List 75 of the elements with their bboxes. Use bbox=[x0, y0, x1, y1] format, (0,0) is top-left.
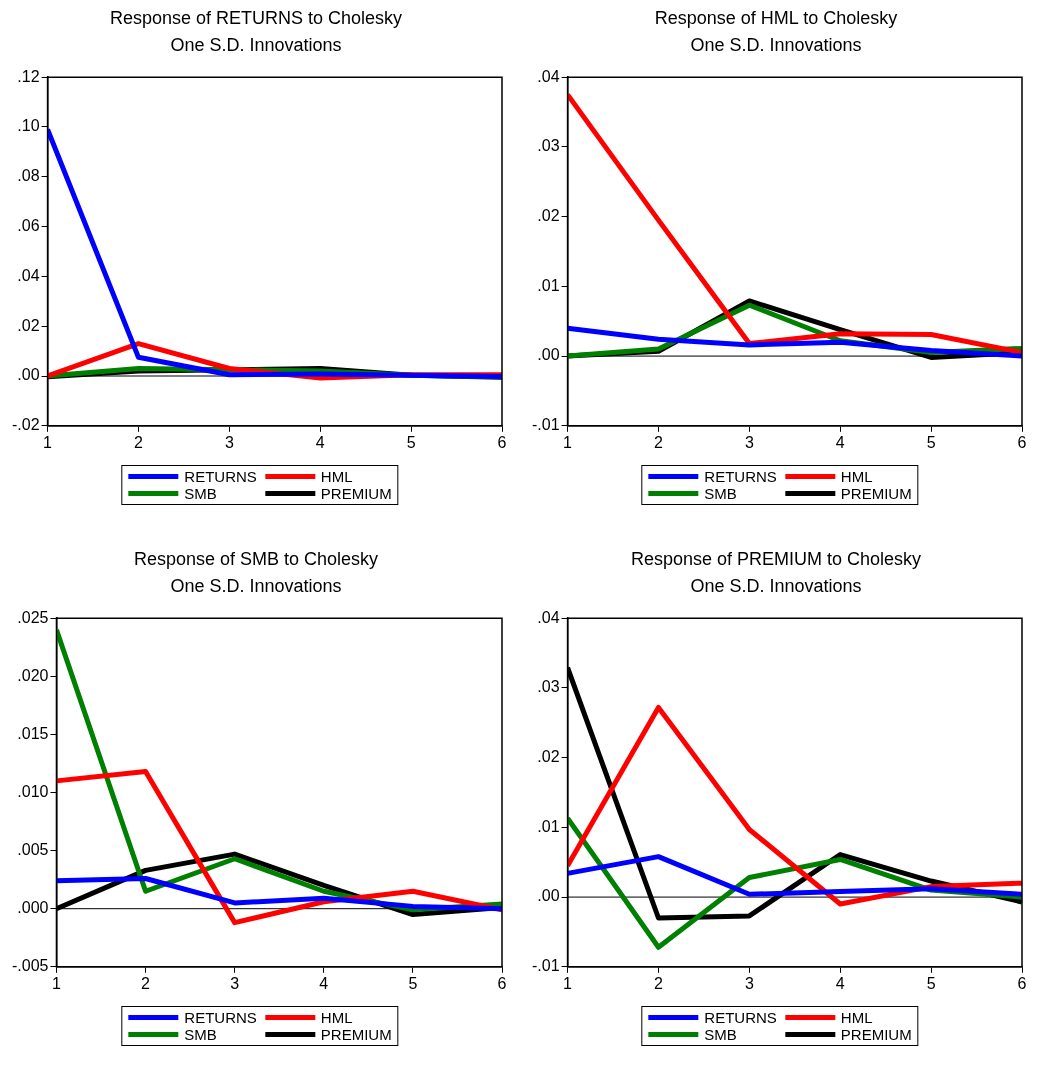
x-tick-label: 5 bbox=[406, 433, 416, 451]
x-tick-label: 2 bbox=[134, 433, 143, 451]
x-tick-label: 3 bbox=[744, 974, 754, 992]
legend-label: RETURNS bbox=[704, 468, 777, 485]
legend-label: PREMIUM bbox=[840, 485, 912, 502]
y-tick-label: .015 bbox=[17, 724, 49, 742]
x-tick-label: 3 bbox=[230, 974, 240, 992]
y-tick-label: .01 bbox=[537, 817, 560, 835]
y-tick-label: .12 bbox=[17, 67, 40, 85]
x-tick-label: 1 bbox=[563, 433, 573, 451]
x-tick-label: 1 bbox=[43, 433, 53, 451]
x-tick-label: 6 bbox=[1017, 974, 1027, 992]
y-tick-label: .04 bbox=[17, 266, 40, 284]
y-tick-label: .010 bbox=[17, 782, 49, 800]
chart-subtitle: One S.D. Innovations bbox=[170, 35, 342, 56]
x-tick-label: 4 bbox=[315, 433, 325, 451]
legend-label: RETURNS bbox=[184, 1009, 257, 1026]
chart-subtitle: One S.D. Innovations bbox=[690, 576, 862, 597]
y-tick-label: .01 bbox=[537, 276, 560, 294]
legend-label: SMB bbox=[184, 485, 217, 502]
y-tick-label: .06 bbox=[17, 217, 40, 235]
chart-title: Response of PREMIUM to Cholesky bbox=[630, 548, 922, 569]
x-tick-label: 3 bbox=[744, 433, 754, 451]
chart-title: Response of RETURNS to Cholesky bbox=[109, 7, 403, 28]
x-tick-label: 2 bbox=[654, 433, 663, 451]
y-tick-label: .10 bbox=[17, 117, 40, 135]
legend-label: PREMIUM bbox=[320, 485, 392, 502]
y-tick-label: -.005 bbox=[12, 957, 49, 975]
y-tick-label: .020 bbox=[17, 666, 49, 684]
legend-label: SMB bbox=[704, 1026, 737, 1043]
y-tick-label: .02 bbox=[537, 748, 560, 766]
y-tick-label: .04 bbox=[537, 67, 560, 85]
y-tick-label: -.01 bbox=[531, 416, 560, 434]
x-tick-label: 2 bbox=[654, 974, 663, 992]
x-tick-label: 4 bbox=[835, 433, 845, 451]
y-tick-label: -.02 bbox=[11, 416, 40, 434]
x-tick-label: 6 bbox=[1017, 433, 1027, 451]
y-tick-label: .000 bbox=[17, 899, 49, 917]
x-tick-label: 1 bbox=[563, 974, 573, 992]
x-tick-label: 5 bbox=[408, 974, 418, 992]
chart-subtitle: One S.D. Innovations bbox=[690, 35, 862, 56]
y-tick-label: .02 bbox=[537, 207, 560, 225]
x-tick-label: 6 bbox=[497, 433, 507, 451]
y-tick-label: .08 bbox=[17, 167, 40, 185]
x-tick-label: 4 bbox=[319, 974, 329, 992]
legend-label: HML bbox=[320, 1009, 353, 1026]
y-tick-label: .00 bbox=[537, 887, 560, 905]
legend-label: HML bbox=[840, 1009, 873, 1026]
chart-title: Response of SMB to Cholesky bbox=[133, 548, 379, 569]
chart-subtitle: One S.D. Innovations bbox=[170, 576, 342, 597]
legend-label: PREMIUM bbox=[840, 1026, 912, 1043]
x-tick-label: 3 bbox=[224, 433, 234, 451]
y-tick-label: .02 bbox=[17, 316, 40, 334]
y-tick-label: .025 bbox=[17, 608, 49, 626]
legend-label: SMB bbox=[184, 1026, 217, 1043]
legend-label: SMB bbox=[704, 485, 737, 502]
y-tick-label: .005 bbox=[17, 841, 49, 859]
x-tick-label: 1 bbox=[52, 974, 62, 992]
x-tick-label: 5 bbox=[926, 974, 936, 992]
x-tick-label: 6 bbox=[497, 974, 507, 992]
y-tick-label: .03 bbox=[537, 137, 560, 155]
legend-label: RETURNS bbox=[704, 1009, 777, 1026]
legend-label: PREMIUM bbox=[320, 1026, 392, 1043]
y-tick-label: .04 bbox=[537, 608, 560, 626]
legend-label: HML bbox=[320, 468, 353, 485]
x-tick-label: 4 bbox=[835, 974, 845, 992]
x-tick-label: 5 bbox=[926, 433, 936, 451]
chart-title: Response of HML to Cholesky bbox=[654, 7, 898, 28]
legend-label: HML bbox=[840, 468, 873, 485]
legend-label: RETURNS bbox=[184, 468, 257, 485]
y-tick-label: .00 bbox=[537, 346, 560, 364]
y-tick-label: .00 bbox=[17, 366, 40, 384]
y-tick-label: .03 bbox=[537, 678, 560, 696]
x-tick-label: 2 bbox=[141, 974, 151, 992]
y-tick-label: -.01 bbox=[531, 957, 560, 975]
